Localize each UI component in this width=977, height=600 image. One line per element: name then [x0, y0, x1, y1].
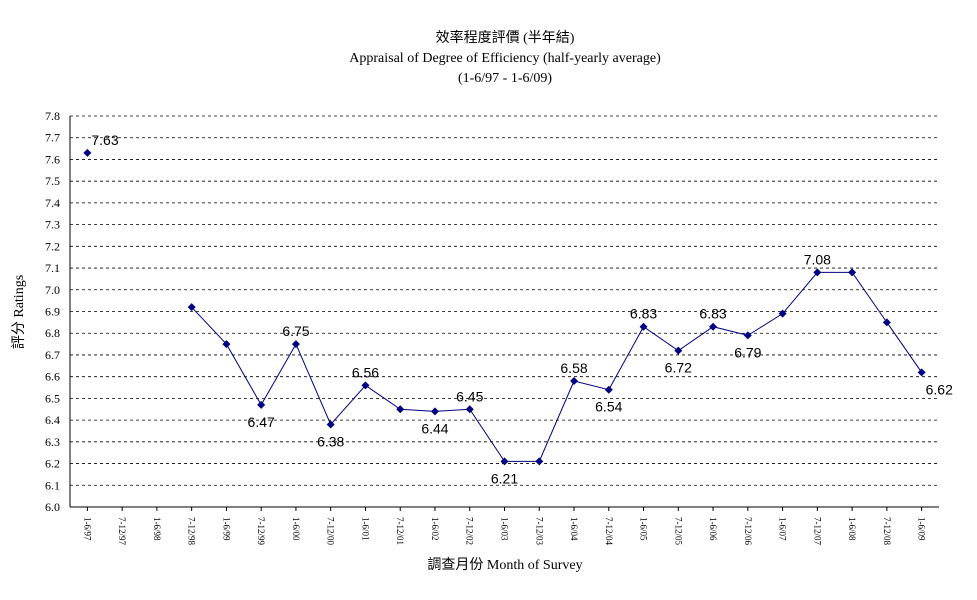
x-tick-label: 1-6/06	[708, 517, 718, 541]
x-tick-label: 7-12/02	[465, 517, 475, 545]
y-tick-label: 6.2	[45, 457, 60, 471]
line	[191, 271, 923, 462]
y-tick-label: 6.6	[45, 370, 60, 384]
y-tick-label: 7.1	[45, 261, 60, 275]
point	[848, 268, 857, 277]
point	[709, 322, 718, 331]
x-tick-label: 1-6/02	[430, 517, 440, 541]
value-label: 7.08	[804, 251, 831, 267]
y-tick-label: 7.4	[45, 196, 60, 210]
point	[326, 420, 335, 429]
point	[743, 331, 752, 340]
point	[291, 340, 300, 349]
x-tick-label: 7-12/04	[604, 517, 614, 545]
point	[604, 385, 613, 394]
y-tick-label: 6.5	[45, 391, 60, 405]
value-label: 6.56	[352, 364, 379, 380]
value-label: 6.79	[734, 344, 761, 360]
y-axis-label: 評分 Ratings	[11, 275, 27, 349]
point	[778, 309, 787, 318]
x-tick-label: 7-12/05	[673, 517, 683, 545]
x-tick-label: 7-12/00	[326, 517, 336, 545]
x-tick-label: 7-12/06	[743, 517, 753, 545]
x-tick-label: 7-12/98	[187, 517, 197, 545]
x-tick-label: 1-6/97	[82, 517, 92, 541]
point	[396, 405, 405, 414]
y-tick-label: 6.4	[45, 413, 60, 427]
point	[222, 340, 231, 349]
value-label: 6.44	[421, 420, 448, 436]
value-label: 6.21	[491, 470, 518, 486]
value-label: 6.72	[665, 360, 692, 376]
point	[430, 407, 439, 416]
x-tick-label: 7-12/03	[534, 517, 544, 545]
value-label: 6.47	[248, 414, 275, 430]
x-tick-label: 7-12/97	[117, 517, 127, 545]
point	[813, 268, 822, 277]
chart-subtitle: Appraisal of Degree of Efficiency (half-…	[349, 51, 661, 66]
value-label: 6.83	[630, 306, 657, 322]
value-label: 6.38	[317, 433, 344, 449]
point	[570, 377, 579, 386]
x-tick-label: 7-12/07	[812, 517, 822, 545]
x-tick-label: 7-12/99	[256, 517, 266, 545]
x-tick-label: 7-12/01	[395, 517, 405, 545]
y-tick-label: 7.3	[45, 218, 60, 232]
chart-title: 效率程度評價 (半年結)	[436, 29, 575, 46]
y-tick-label: 6.8	[45, 326, 60, 340]
x-tick-label: 1-6/01	[360, 517, 370, 541]
y-tick-label: 7.8	[45, 109, 60, 123]
x-axis-label: 調查月份 Month of Survey	[427, 557, 582, 573]
point	[500, 457, 509, 466]
y-tick-label: 7.0	[45, 283, 60, 297]
value-label: 6.62	[926, 381, 953, 397]
x-tick-label: 7-12/08	[882, 517, 892, 545]
value-label: 7.63	[91, 132, 118, 148]
point	[639, 322, 648, 331]
x-tick-label: 1-6/09	[917, 517, 927, 541]
value-label: 6.75	[282, 323, 309, 339]
point	[361, 381, 370, 390]
value-label: 6.54	[595, 399, 622, 415]
y-tick-label: 7.5	[45, 174, 60, 188]
value-label: 6.83	[699, 306, 726, 322]
value-label: 6.45	[456, 388, 483, 404]
x-tick-label: 1-6/99	[221, 517, 231, 541]
x-tick-label: 1-6/03	[500, 517, 510, 541]
x-tick-label: 1-6/00	[291, 517, 301, 541]
x-tick-label: 1-6/05	[639, 517, 649, 541]
point	[257, 400, 266, 409]
point	[535, 457, 544, 466]
point	[917, 368, 926, 377]
x-tick-label: 1-6/07	[778, 517, 788, 541]
y-tick-label: 7.6	[45, 152, 60, 166]
point	[187, 303, 196, 312]
x-tick-label: 1-6/04	[569, 517, 579, 541]
x-tick-label: 1-6/98	[152, 517, 162, 541]
point	[465, 405, 474, 414]
y-tick-label: 6.7	[45, 348, 60, 362]
y-tick-label: 7.7	[45, 131, 60, 145]
y-tick-label: 6.9	[45, 305, 60, 319]
y-tick-label: 7.2	[45, 239, 60, 253]
y-tick-label: 6.3	[45, 435, 60, 449]
y-tick-label: 6.0	[45, 500, 60, 514]
point	[83, 148, 92, 157]
point	[882, 318, 891, 327]
value-label: 6.58	[560, 360, 587, 376]
chart-period: (1-6/97 - 1-6/09)	[458, 71, 552, 86]
x-tick-label: 1-6/08	[847, 517, 857, 541]
point	[674, 346, 683, 355]
y-tick-label: 6.1	[45, 478, 60, 492]
